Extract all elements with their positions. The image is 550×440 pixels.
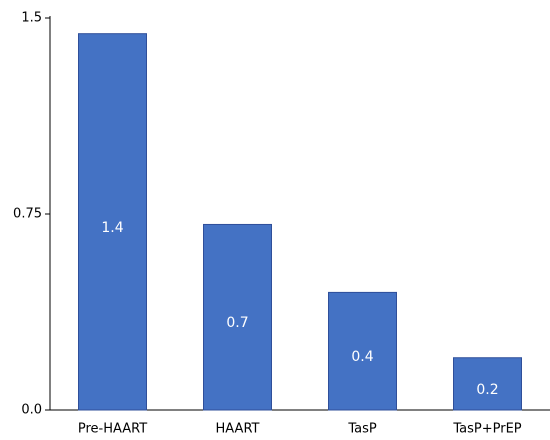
value-label: 1.4 — [101, 220, 123, 236]
bar — [453, 357, 522, 411]
x-tick-label: HAART — [216, 422, 260, 437]
x-tick-label: TasP+PrEP — [452, 422, 521, 437]
bar — [78, 33, 147, 411]
x-tick-label: TasP — [347, 422, 377, 437]
bar — [203, 223, 272, 411]
x-tick-label: Pre-HAART — [78, 422, 147, 437]
y-tick-label: 0.0 — [21, 403, 42, 418]
y-tick-label: 0.75 — [13, 207, 42, 222]
bar — [328, 291, 397, 411]
value-label: 0.4 — [351, 349, 373, 365]
value-label: 0.2 — [476, 382, 498, 398]
y-tick-label: 1.5 — [21, 11, 42, 26]
value-label: 0.7 — [226, 315, 248, 331]
